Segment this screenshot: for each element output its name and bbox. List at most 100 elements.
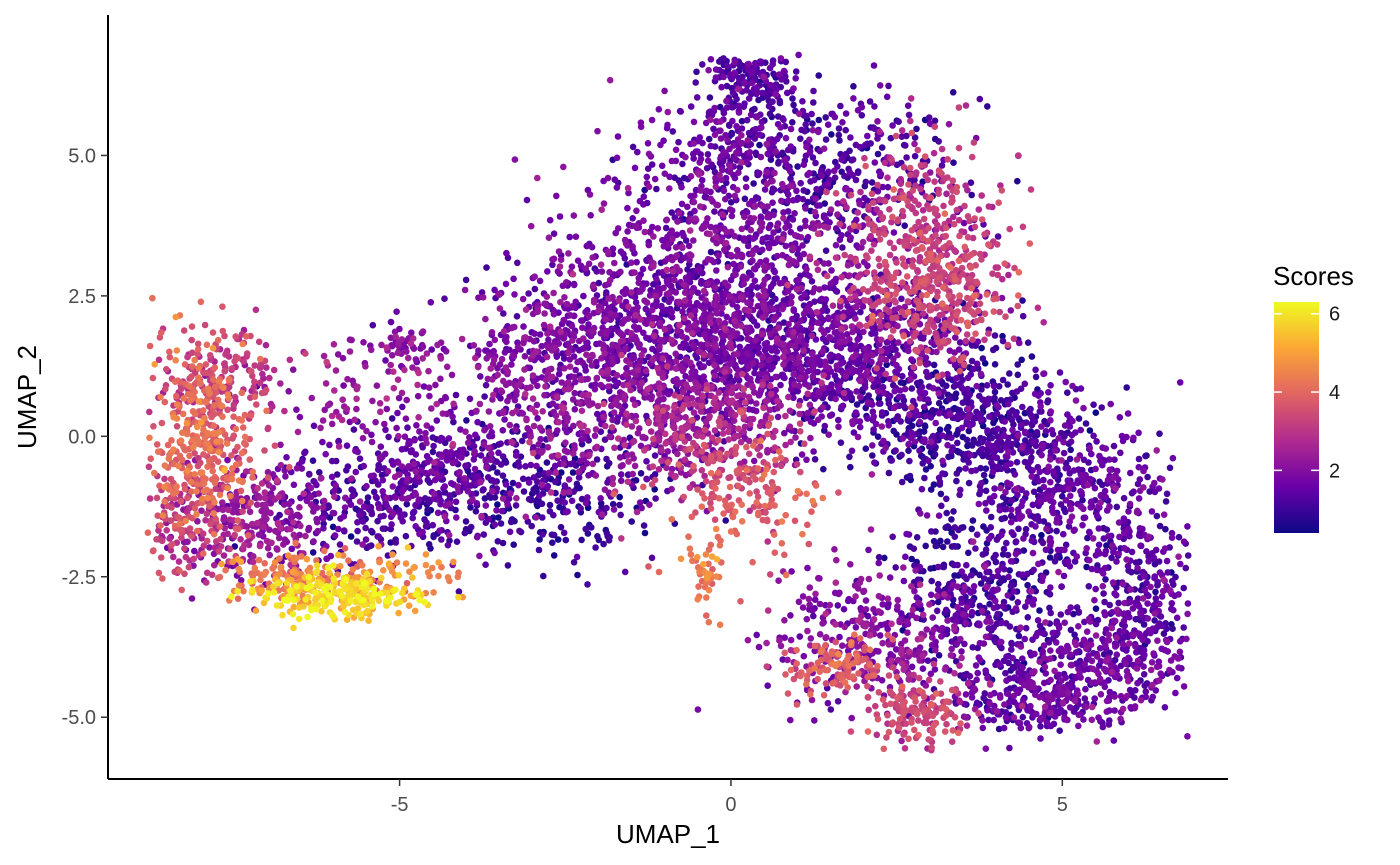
- data-point: [1151, 617, 1158, 624]
- data-point: [410, 508, 418, 515]
- data-point: [1011, 471, 1019, 478]
- data-point: [854, 336, 861, 343]
- data-point: [833, 288, 841, 295]
- data-point: [677, 343, 684, 351]
- data-point: [1064, 608, 1072, 616]
- data-point: [989, 346, 997, 354]
- data-point: [1007, 518, 1015, 526]
- data-point: [811, 717, 818, 724]
- data-point: [985, 535, 993, 543]
- data-point: [856, 423, 864, 431]
- data-point: [890, 427, 897, 435]
- data-point: [1040, 518, 1048, 525]
- data-point: [1000, 724, 1008, 732]
- data-point: [549, 539, 556, 546]
- data-point: [996, 661, 1004, 669]
- data-point: [727, 199, 735, 206]
- data-point: [981, 575, 988, 582]
- data-point: [651, 486, 658, 493]
- data-point: [1086, 427, 1094, 434]
- data-point: [404, 424, 411, 432]
- data-point: [770, 70, 777, 78]
- data-point: [1094, 547, 1102, 555]
- data-point: [996, 506, 1004, 514]
- data-point: [886, 392, 894, 400]
- data-point: [711, 208, 718, 215]
- data-point: [482, 381, 490, 389]
- data-point: [636, 197, 644, 205]
- data-point: [784, 191, 792, 198]
- data-point: [1051, 441, 1059, 448]
- data-point: [876, 371, 884, 378]
- data-point: [952, 543, 959, 550]
- data-point: [932, 542, 939, 550]
- data-point: [931, 117, 939, 125]
- data-point: [495, 449, 502, 457]
- data-point: [501, 416, 508, 423]
- data-point: [774, 413, 782, 421]
- data-point: [1117, 449, 1124, 457]
- data-point: [773, 348, 781, 355]
- data-point: [1095, 541, 1103, 549]
- data-point: [1170, 606, 1177, 614]
- data-point: [770, 186, 778, 193]
- data-point: [948, 516, 955, 523]
- data-point: [499, 427, 507, 434]
- data-point: [780, 334, 787, 342]
- data-point: [712, 74, 720, 81]
- data-point: [525, 290, 532, 297]
- data-point: [1071, 558, 1079, 565]
- data-point: [815, 72, 822, 79]
- data-point: [908, 356, 915, 363]
- data-point: [866, 98, 874, 105]
- data-point: [1172, 689, 1179, 697]
- data-point: [335, 525, 342, 533]
- data-point: [362, 524, 369, 532]
- data-point: [509, 479, 517, 487]
- data-point: [611, 176, 619, 183]
- data-point: [1029, 467, 1036, 474]
- data-point: [962, 465, 969, 472]
- data-point: [828, 267, 835, 274]
- data-point: [425, 541, 433, 548]
- data-point: [920, 403, 928, 411]
- data-point: [1088, 565, 1096, 573]
- data-point: [853, 401, 861, 408]
- data-point: [921, 436, 928, 443]
- data-point: [467, 504, 474, 511]
- data-point: [433, 417, 441, 424]
- data-point: [753, 631, 760, 639]
- data-point: [461, 529, 469, 537]
- data-point: [1042, 670, 1050, 677]
- data-point: [1140, 663, 1147, 670]
- data-point: [1057, 611, 1065, 618]
- data-point: [735, 102, 742, 110]
- data-point: [494, 501, 501, 508]
- data-point: [858, 112, 866, 119]
- data-point: [903, 154, 910, 161]
- data-point: [1168, 600, 1176, 607]
- data-point: [990, 382, 998, 390]
- data-point: [902, 142, 909, 149]
- data-point: [536, 277, 544, 285]
- data-point: [773, 355, 781, 362]
- data-point: [1085, 583, 1093, 590]
- data-point: [568, 497, 576, 505]
- data-point: [512, 452, 520, 459]
- data-point: [525, 479, 533, 486]
- data-point: [928, 577, 935, 585]
- data-point: [329, 523, 337, 531]
- data-point: [994, 463, 1002, 471]
- data-point: [838, 403, 845, 411]
- data-point: [984, 103, 991, 110]
- data-point: [617, 471, 625, 478]
- data-point: [1067, 438, 1075, 446]
- data-point: [1000, 545, 1008, 553]
- data-point: [999, 551, 1007, 558]
- data-point: [1180, 584, 1187, 592]
- data-point: [687, 103, 695, 110]
- data-point: [972, 662, 980, 669]
- data-point: [1019, 655, 1026, 662]
- data-point: [979, 551, 987, 558]
- data-point: [1031, 650, 1038, 658]
